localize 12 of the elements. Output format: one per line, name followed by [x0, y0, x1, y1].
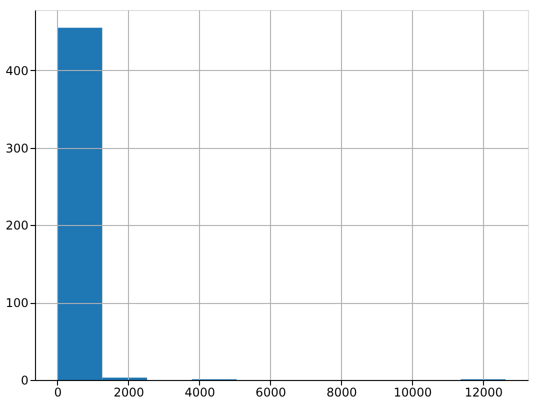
x-tick-label: 2000 [114, 386, 144, 400]
x-tick-label: 0 [54, 386, 62, 400]
x-tick-label: 8000 [326, 386, 358, 400]
x-tick-label: 4000 [184, 386, 216, 400]
x-tick-label: 6000 [256, 386, 286, 400]
y-tick-label: 200 [6, 218, 28, 233]
x-tick-label: 12000 [464, 386, 503, 400]
y-tick-label: 0 [20, 374, 28, 388]
y-tick-label: 400 [6, 64, 28, 78]
y-tick-label: 100 [6, 296, 28, 310]
y-tick-label: 300 [6, 141, 28, 156]
x-tick-label: 10000 [394, 386, 432, 400]
